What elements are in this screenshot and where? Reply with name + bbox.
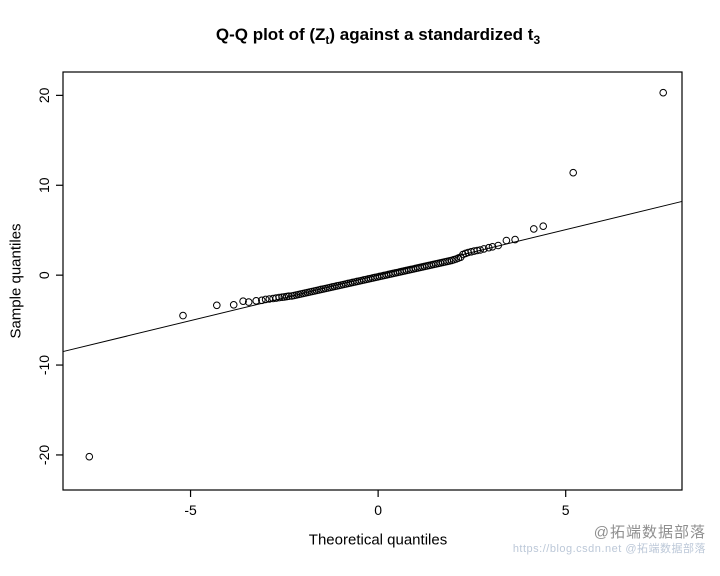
y-tick-label: 0 xyxy=(36,271,52,279)
data-point xyxy=(85,452,94,461)
data-point xyxy=(480,245,488,253)
plot-box xyxy=(62,71,683,491)
y-tick-label: 20 xyxy=(36,87,52,103)
data-point xyxy=(285,292,293,301)
data-point xyxy=(488,243,497,251)
watermark-brand-text: @拓端数据部落 xyxy=(593,524,706,541)
data-point xyxy=(485,243,493,252)
data-point xyxy=(494,241,503,250)
x-tick-label: 5 xyxy=(562,502,570,518)
x-tick-label: 0 xyxy=(374,502,382,518)
data-point xyxy=(258,296,266,305)
data-point xyxy=(239,297,247,306)
data-point xyxy=(261,295,270,304)
chart-title-part: ) against a standardized t xyxy=(329,24,534,44)
data-point xyxy=(272,294,280,302)
y-tick-label: -10 xyxy=(36,355,52,375)
chart-title-subscript-3: 3 xyxy=(533,33,541,48)
data-point xyxy=(213,301,221,310)
data-point xyxy=(659,88,668,97)
y-tick-label: 10 xyxy=(36,177,52,193)
data-point xyxy=(275,293,283,302)
data-point xyxy=(530,225,538,233)
data-point xyxy=(244,298,253,306)
watermark-url-text: https://blog.csdn.net @拓端数据部落 xyxy=(512,542,706,555)
data-point xyxy=(179,311,187,320)
y-axis-label: Sample quantiles xyxy=(7,223,25,339)
qq-reference-line xyxy=(62,200,683,353)
data-point xyxy=(476,246,485,254)
chart-title-part: Q-Q plot of (Z xyxy=(215,24,326,44)
data-point xyxy=(511,235,519,244)
data-point xyxy=(539,222,548,230)
data-point xyxy=(269,294,277,303)
data-point xyxy=(502,236,511,245)
chart-title-subscript-t: t xyxy=(325,33,330,48)
x-tick-label: -5 xyxy=(184,502,197,518)
data-point xyxy=(252,297,261,305)
y-tick-label: -20 xyxy=(36,445,52,465)
data-point xyxy=(229,301,238,309)
x-axis-label: Theoretical quantiles xyxy=(308,531,448,549)
data-point xyxy=(569,168,578,177)
chart-title: Q-Q plot of (Zt) against a standardized … xyxy=(216,25,540,47)
watermark: @拓端数据部落 https://blog.csdn.net @拓端数据部落 xyxy=(513,524,706,557)
